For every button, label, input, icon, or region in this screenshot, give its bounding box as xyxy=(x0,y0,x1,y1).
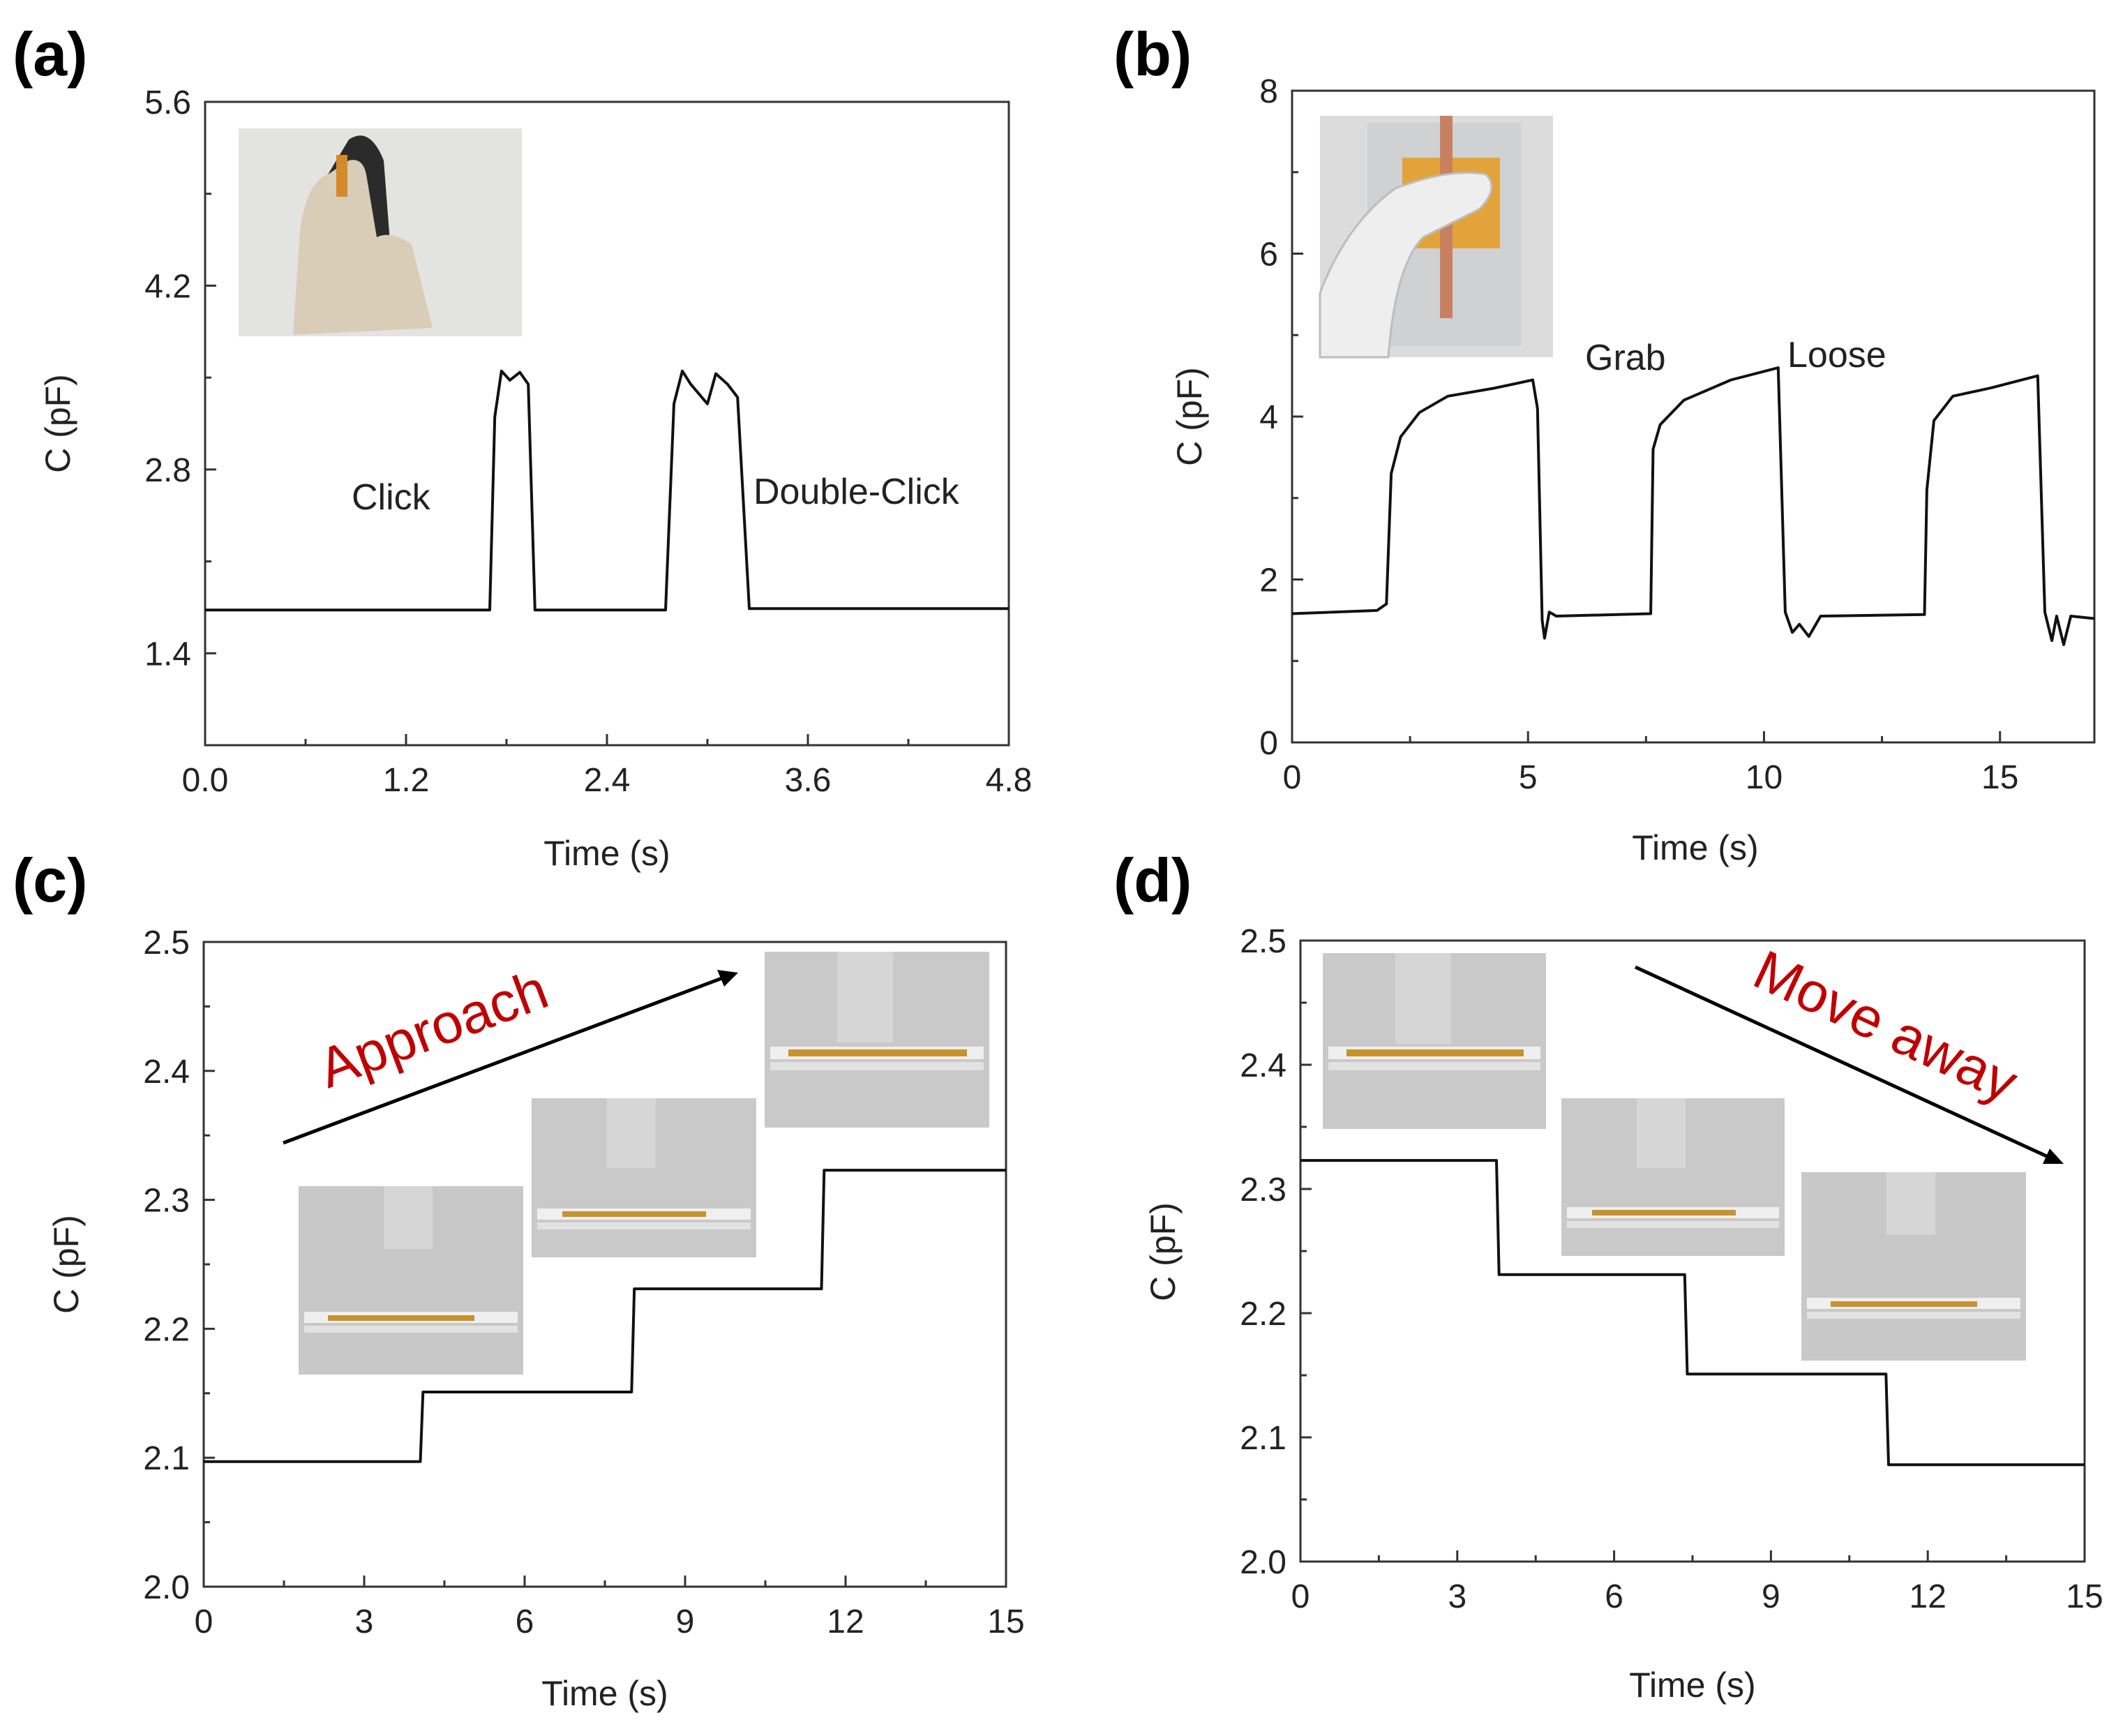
series-line xyxy=(205,369,1009,612)
x-tick-label: 6 xyxy=(516,1603,534,1640)
y-tick-label: 2.3 xyxy=(143,1183,190,1220)
x-tick-label: 12 xyxy=(1909,1578,1946,1615)
y-tick-label: 2.4 xyxy=(1240,1047,1286,1084)
x-tick-label: 2.4 xyxy=(584,762,631,799)
y-tick-label: 4.2 xyxy=(144,268,191,305)
x-tick-label: 0.0 xyxy=(182,762,229,799)
y-tick-label: 1.4 xyxy=(144,636,191,673)
x-ticks: 0 3 6 9 12 15 xyxy=(1291,1550,2103,1615)
annotation-loose: Loose xyxy=(1787,335,1886,375)
x-axis-title: Time (s) xyxy=(1629,1666,1755,1705)
panel-label: (c) xyxy=(13,846,88,915)
annotation-click: Click xyxy=(352,477,431,518)
annotation-move-away: Move away xyxy=(1745,938,2027,1114)
series-line xyxy=(204,1169,1006,1463)
panel-b: (b) 0 5 10 15 0 2 4 6 8 Time (s) C (pF) Grab Lo… xyxy=(1113,20,2096,867)
y-tick-label: 2.0 xyxy=(1240,1544,1286,1581)
sensor-far-photo xyxy=(299,1186,523,1375)
gloved-hand-mouse-photo xyxy=(239,128,522,336)
x-ticks: 0 3 6 9 12 15 xyxy=(195,1576,1025,1640)
sensor-near-photo xyxy=(1323,953,1546,1129)
y-tick-label: 2.3 xyxy=(1240,1172,1286,1209)
y-tick-label: 2.5 xyxy=(1240,923,1286,960)
y-tick-label: 2.2 xyxy=(1240,1296,1286,1333)
y-tick-label: 2.1 xyxy=(1240,1420,1286,1457)
x-axis-title: Time (s) xyxy=(543,834,670,873)
x-tick-label: 4.8 xyxy=(986,762,1033,799)
x-tick-label: 15 xyxy=(2066,1578,2103,1615)
x-tick-label: 12 xyxy=(827,1603,864,1640)
sensor-mid-photo xyxy=(532,1098,756,1257)
y-tick-label: 0 xyxy=(1259,725,1278,762)
approach-arrow xyxy=(283,970,738,1145)
y-axis-title: C (pF) xyxy=(47,1215,86,1314)
x-tick-label: 3 xyxy=(1448,1578,1466,1615)
series-line xyxy=(1300,1159,2085,1467)
y-ticks: 1.4 2.8 4.2 5.6 xyxy=(144,84,216,673)
x-tick-label: 0 xyxy=(195,1603,213,1640)
y-tick-label: 4 xyxy=(1259,399,1278,436)
y-tick-label: 5.6 xyxy=(144,84,191,121)
y-axis-title: C (pF) xyxy=(1170,367,1209,466)
y-tick-label: 2 xyxy=(1259,562,1278,599)
annotation-approach: Approach xyxy=(310,958,556,1100)
y-tick-label: 2.1 xyxy=(143,1440,190,1477)
y-tick-label: 2.0 xyxy=(143,1569,190,1606)
x-tick-label: 6 xyxy=(1605,1578,1623,1615)
x-tick-label: 15 xyxy=(987,1603,1024,1640)
sensor-near-photo xyxy=(765,952,989,1128)
sensor-mid-photo xyxy=(1561,1098,1785,1256)
x-tick-label: 0 xyxy=(1291,1578,1310,1615)
y-ticks: 2.0 2.1 2.2 2.3 2.4 2.5 xyxy=(143,925,215,1606)
sensor-far-photo xyxy=(1801,1172,2026,1361)
y-ticks: 2.0 2.1 2.2 2.3 2.4 2.5 xyxy=(1240,923,1312,1581)
y-tick-label: 2.8 xyxy=(144,452,191,489)
x-ticks: 0.0 1.2 2.4 3.6 4.8 xyxy=(182,734,1033,799)
move-away-arrow xyxy=(1634,965,2064,1164)
panel-label: (b) xyxy=(1113,20,1192,89)
panel-d: (d) 0 3 6 9 12 15 2.0 2.1 2.2 2.3 2.4 2.5 Time (s)… xyxy=(1113,846,2103,1705)
x-axis-title: Time (s) xyxy=(1632,828,1758,867)
x-tick-label: 9 xyxy=(676,1603,695,1640)
panel-label: (a) xyxy=(13,20,88,89)
gloved-hand-grab-photo xyxy=(1319,116,1553,359)
panel-a: (a) 0.0 1.2 2.4 3.6 4.8 1.4 2.8 4.2 5.6 Time (s… xyxy=(13,20,1032,873)
y-axis-title: C (pF) xyxy=(38,374,77,473)
x-tick-label: 1.2 xyxy=(383,762,430,799)
x-tick-label: 3 xyxy=(355,1603,374,1640)
annotation-double-click: Double-Click xyxy=(753,472,960,512)
y-tick-label: 2.2 xyxy=(143,1311,190,1348)
panel-label: (d) xyxy=(1113,846,1192,915)
annotation-grab: Grab xyxy=(1585,338,1666,378)
series-line xyxy=(1291,366,2095,646)
y-tick-label: 6 xyxy=(1259,237,1278,274)
x-tick-label: 15 xyxy=(1981,759,2018,796)
y-axis-title: C (pF) xyxy=(1143,1202,1183,1301)
y-tick-label: 2.4 xyxy=(143,1054,190,1091)
y-tick-label: 2.5 xyxy=(143,925,190,961)
x-tick-label: 0 xyxy=(1283,759,1302,796)
x-tick-label: 10 xyxy=(1746,759,1783,796)
x-ticks: 0 5 10 15 xyxy=(1283,731,2018,796)
y-ticks: 0 2 4 6 8 xyxy=(1259,73,1303,762)
x-axis-title: Time (s) xyxy=(541,1674,668,1713)
x-tick-label: 3.6 xyxy=(785,762,832,799)
panel-c: (c) 0 3 6 9 12 15 2.0 2.1 2.2 2.3 2.4 2.5 Time (s)… xyxy=(13,846,1025,1713)
x-tick-label: 5 xyxy=(1519,759,1538,796)
y-tick-label: 8 xyxy=(1259,73,1278,110)
x-tick-label: 9 xyxy=(1762,1578,1780,1615)
